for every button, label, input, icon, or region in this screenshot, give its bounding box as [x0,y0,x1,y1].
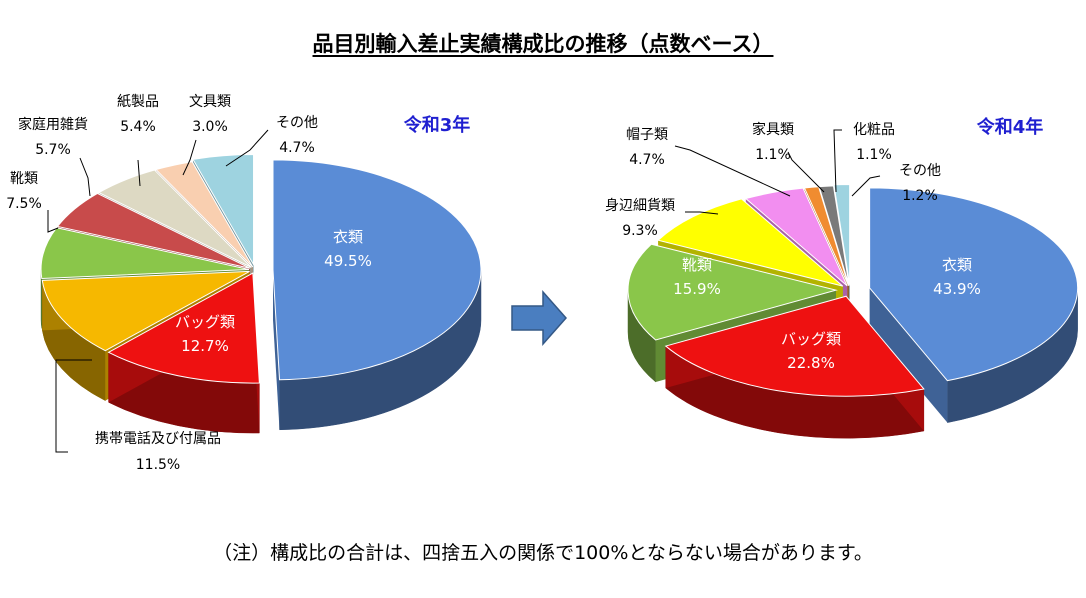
slice-value-2-1: 43.9% [933,280,981,298]
slice-value-2-7: 1.1% [856,147,892,163]
slice-name-1-5: 家庭用雑貨 [18,116,88,133]
slice-2-5 [744,187,848,287]
pie-chart-1: 衣類 49.5% バッグ類 12.7% 携帯電話及び付属品 11.5% 靴類 7.5% 家庭用雑… [6,94,482,473]
slice-value-2-4: 9.3% [622,223,658,239]
slice-name-1-2: バッグ類 [175,313,235,331]
slice-1-6 [97,169,252,268]
leader-line-1-8 [225,129,269,167]
year-label-1: 令和3年 [403,114,471,136]
slice-value-1-5: 5.7% [35,142,71,158]
slice-value-2-2: 22.8% [787,354,835,372]
leader-line-1-3 [55,359,92,453]
slice-value-2-3: 15.9% [673,280,721,298]
leader-line-1-6 [137,159,141,187]
slice-name-2-6: 家具類 [752,121,794,138]
leader-line-2-8 [851,175,881,197]
slice-name-1-8: その他 [276,115,318,131]
arrow-icon [511,290,568,346]
slice-name-2-3: 靴類 [682,256,712,274]
slice-1-8 [192,154,255,267]
slice-value-1-8: 4.7% [279,140,315,156]
leader-line-2-6 [787,151,825,193]
leader-line-1-4 [47,210,59,233]
leader-line-2-5 [674,145,791,197]
slice-name-1-4: 靴類 [10,171,38,187]
leader-line-2-7 [833,129,842,193]
pie-chart-2: 衣類 43.9% バッグ類 22.8% 靴類 15.9% 身辺細貨類 9.3% 帽子類 4.7% 家… [605,116,1079,439]
slice-value-2-8: 1.2% [902,188,938,204]
slice-value-1-1: 49.5% [324,252,372,270]
slice-wall-1-1-1 [272,269,280,430]
slice-1-5 [56,192,251,269]
slice-1-3 [41,270,250,352]
slice-name-2-1: 衣類 [942,256,972,274]
slice-2-4 [657,198,844,287]
leader-line-2-4 [685,211,719,215]
slice-name-2-5: 帽子類 [626,127,668,143]
slice-1-7 [155,161,254,268]
slice-name-2-7: 化粧品 [853,122,895,138]
slice-name-1-7: 文具類 [189,94,231,110]
slice-name-2-8: その他 [899,163,941,179]
slice-wall-2-1-1 [869,287,948,423]
slice-1-2 [107,272,260,384]
slice-name-1-3: 携帯電話及び付属品 [95,430,221,447]
leader-line-1-5 [79,157,91,197]
slice-2-3 [627,243,838,341]
slice-value-1-6: 5.4% [120,119,156,135]
slice-value-1-7: 3.0% [192,119,228,135]
slice-name-1-6: 紙製品 [117,94,159,110]
slice-name-2-4: 身辺細貨類 [605,197,675,214]
slice-value-2-5: 4.7% [629,152,665,168]
slice-value-2-6: 1.1% [755,147,791,163]
year-label-2: 令和4年 [976,116,1044,138]
footnote: （注）構成比の合計は、四捨五入の関係で100%とならない場合があります。 [213,542,873,564]
slice-2-8 [833,184,851,285]
slice-value-1-4: 7.5% [6,196,42,212]
page-title: 品目別輸入差止実績構成比の推移（点数ベース） [312,32,774,56]
slice-name-2-2: バッグ類 [781,330,841,348]
slice-2-2 [664,295,925,397]
leader-line-1-7 [182,139,197,176]
slice-value-1-3: 11.5% [136,457,180,473]
slice-value-1-2: 12.7% [181,337,229,355]
slice-name-1-1: 衣類 [333,228,363,246]
slice-1-1 [272,159,482,381]
slice-2-1 [869,187,1079,382]
